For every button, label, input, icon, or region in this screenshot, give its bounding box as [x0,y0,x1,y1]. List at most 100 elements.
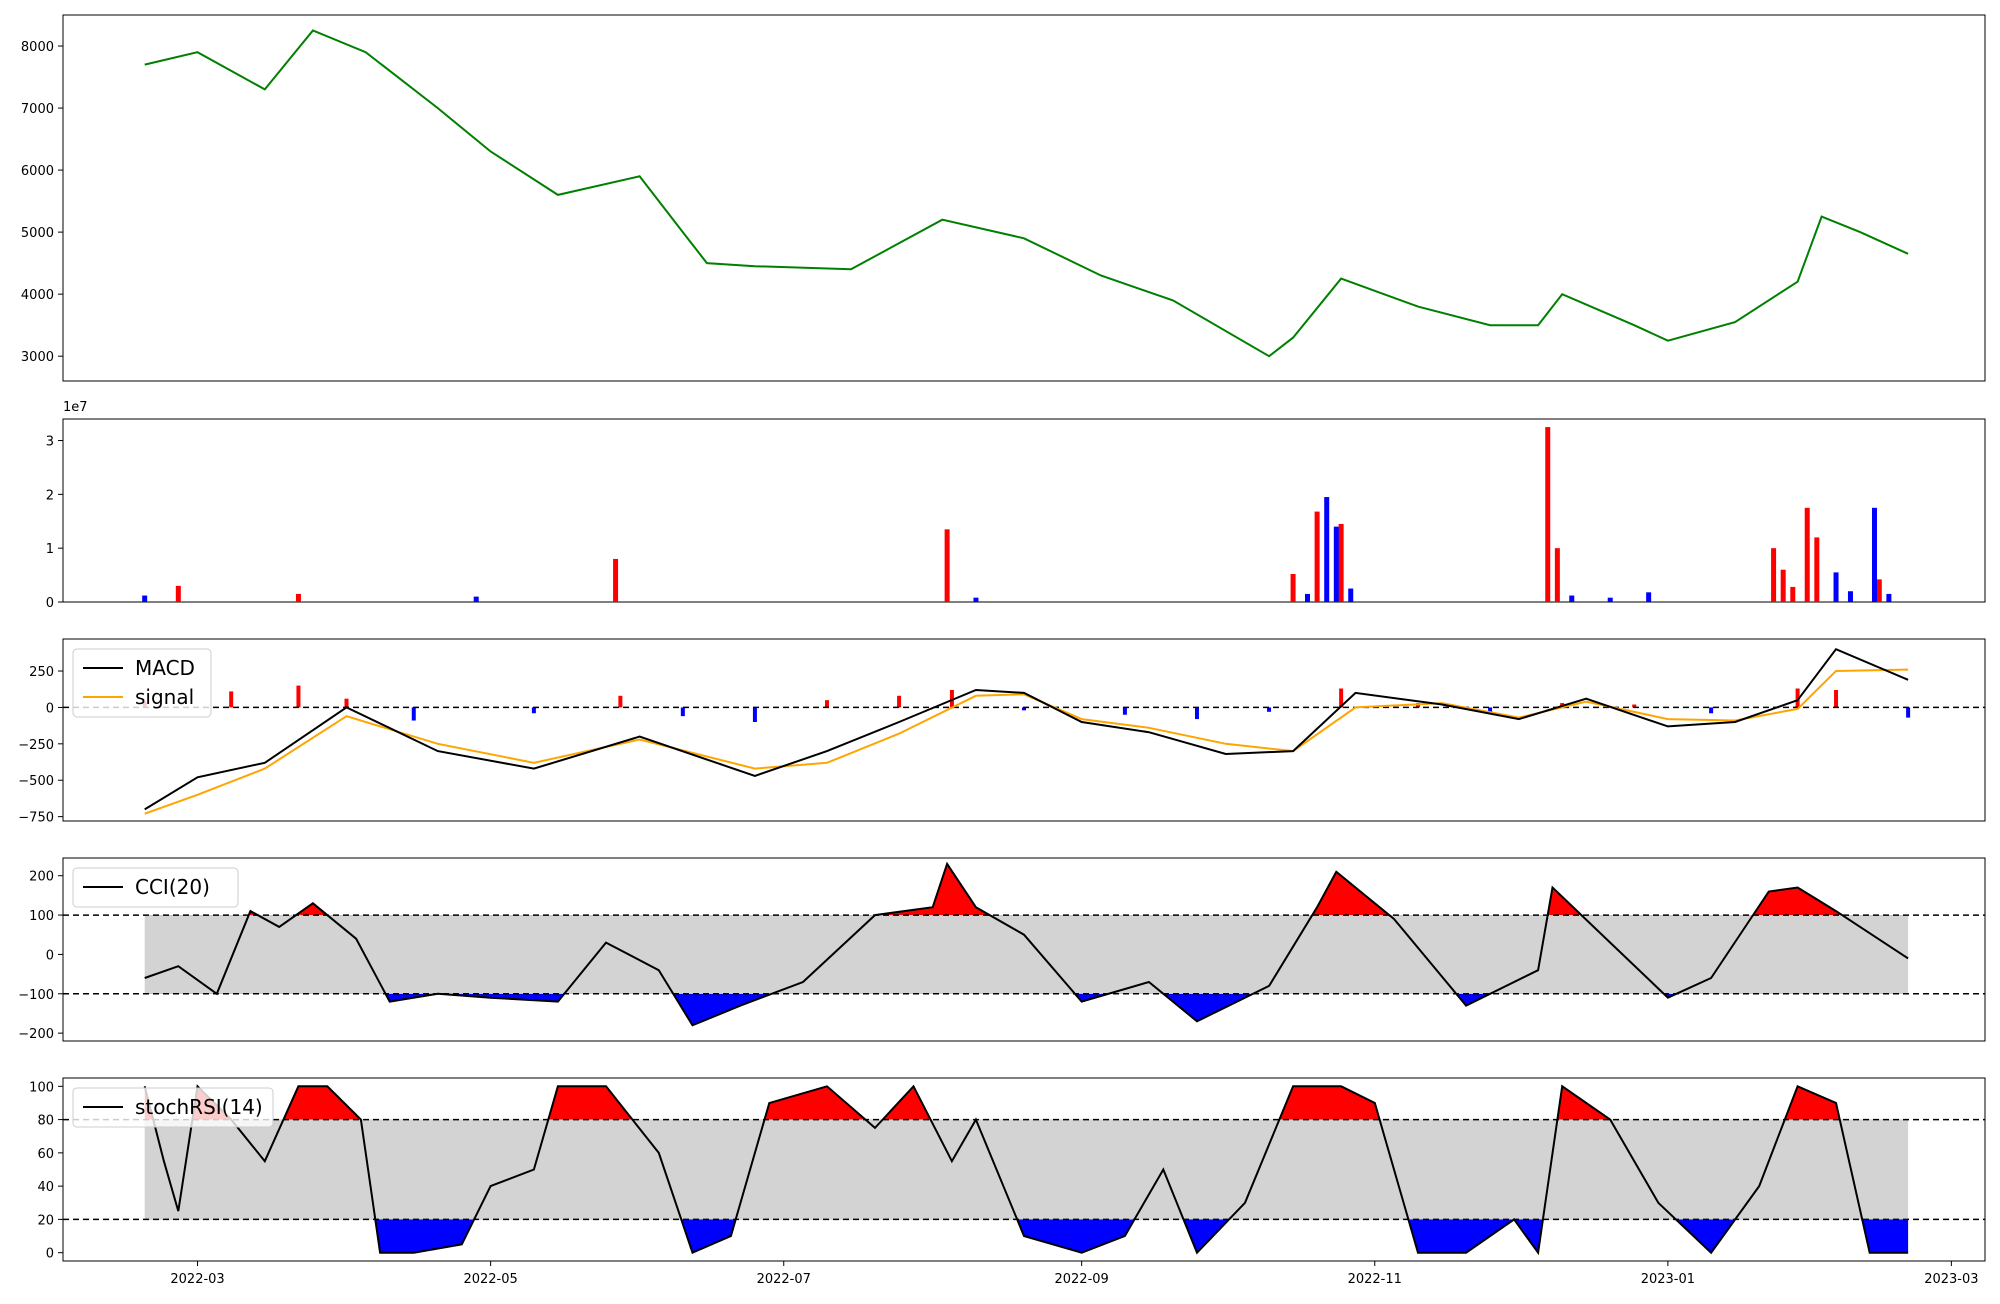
legend-entry: CCI(20) [135,875,210,899]
volume-scale-label: 1e7 [63,400,88,415]
y-tick-label: 3 [46,435,54,450]
macd-histogram-bar [1194,707,1199,720]
macd-histogram-bar [411,707,416,721]
cci-band [144,915,1909,994]
macd-histogram-bar [344,698,349,708]
volume-bar [1871,507,1877,602]
macd-histogram-bar [680,707,685,717]
y-tick-label: −750 [18,811,54,826]
x-tick-label: 2022-03 [170,1272,224,1287]
volume-bar [1554,548,1560,602]
volume-panel-frame [62,418,1986,603]
y-tick-label: 6000 [21,164,54,179]
legend: MACD signal [72,648,212,718]
macd-histogram-bar [824,700,829,708]
volume-bar [1790,586,1796,602]
macd-histogram-bar [1795,688,1800,708]
y-tick-label: −500 [18,774,54,789]
stochrsi-panel-frame [62,1077,1986,1262]
stochrsi-oversold-fill [375,1219,1909,1253]
volume-bar [1847,591,1853,602]
y-tick-label: 0 [46,948,54,963]
volume-bar [1607,597,1613,602]
price-panel-frame [62,14,1986,382]
volume-bar [1804,507,1810,602]
y-tick-label: 20 [37,1213,54,1228]
signal-line [144,668,1909,815]
y-tick-label: 7000 [21,102,54,117]
volume-bar [1780,569,1786,602]
cci-panel-frame [62,857,1986,1042]
volume-bar [1338,523,1344,602]
macd-histogram-bar [897,695,902,708]
volume-bar [1333,526,1339,602]
y-tick-label: 80 [37,1114,54,1129]
macd-histogram-bar [1488,707,1493,712]
volume-bar [973,597,979,602]
volume-bar [1833,572,1839,602]
volume-bar [1348,588,1354,602]
y-tick-label: 100 [29,909,54,924]
x-tick-label: 2022-05 [463,1272,517,1287]
y-tick-label: 60 [37,1147,54,1162]
y-tick-label: 100 [29,1080,54,1095]
volume-bar [1771,548,1777,602]
x-tick-label: 2023-03 [1924,1272,1978,1287]
volume-bar [473,596,479,602]
x-tick-label: 2022-07 [757,1272,811,1287]
x-tick-label: 2023-01 [1641,1272,1695,1287]
stochrsi-line [143,1084,1909,1256]
legend: CCI(20) [72,867,239,908]
volume-bar [1324,497,1330,602]
y-tick-label: 4000 [21,288,54,303]
y-tick-label: 1 [46,542,54,557]
macd-histogram-bar [1122,707,1127,715]
macd-histogram-bar [531,707,536,714]
volume-bar [1814,537,1820,602]
legend-frame [72,1087,274,1128]
macd-histogram-bar [618,695,623,708]
macd-line [144,647,1909,811]
volume-bar [1290,574,1296,602]
legend-frame [72,648,212,718]
cci-oversold-fill [144,993,1909,1026]
volume-bar [1876,579,1882,602]
x-tick-label: 2022-09 [1054,1272,1108,1287]
volume-bar [295,593,301,602]
y-tick-label: −100 [18,988,54,1003]
macd-histogram-bar [1267,707,1272,712]
macd-histogram-bar [296,685,301,708]
stochrsi-band [144,1119,1909,1220]
macd-histogram-bar [1906,707,1911,718]
y-tick-label: 0 [46,596,54,611]
volume-bar [1314,511,1320,602]
volume-bar [1569,595,1575,602]
macd-histogram-bar [1339,688,1344,708]
legend: stochRSI(14) [72,1087,274,1128]
legend-entry: stochRSI(14) [135,1095,263,1119]
y-tick-label: 8000 [21,40,54,55]
y-tick-label: 200 [29,870,54,885]
volume-bar [613,558,619,602]
y-tick-label: 0 [46,701,54,716]
macd-histogram-bar [1709,707,1714,714]
macd-histogram-bar [1022,707,1026,711]
price-line [144,29,1909,358]
macd-histogram-bar [1834,689,1839,708]
y-tick-label: 5000 [21,226,54,241]
y-tick-label: 2 [46,488,54,503]
volume-bar [1646,592,1652,602]
stochrsi-overbought-fill [144,1086,1840,1120]
volume-bar [142,595,148,602]
legend-frame [72,867,239,908]
y-tick-label: 0 [46,1247,54,1262]
volume-bar [944,529,950,602]
volume-bar [1886,593,1892,602]
volume-bar [1304,593,1310,602]
legend-entry: MACD [135,656,195,680]
y-tick-label: 250 [29,665,54,680]
volume-bar [175,585,181,602]
legend-entry: signal [135,685,194,709]
macd-histogram-bar [229,691,234,708]
